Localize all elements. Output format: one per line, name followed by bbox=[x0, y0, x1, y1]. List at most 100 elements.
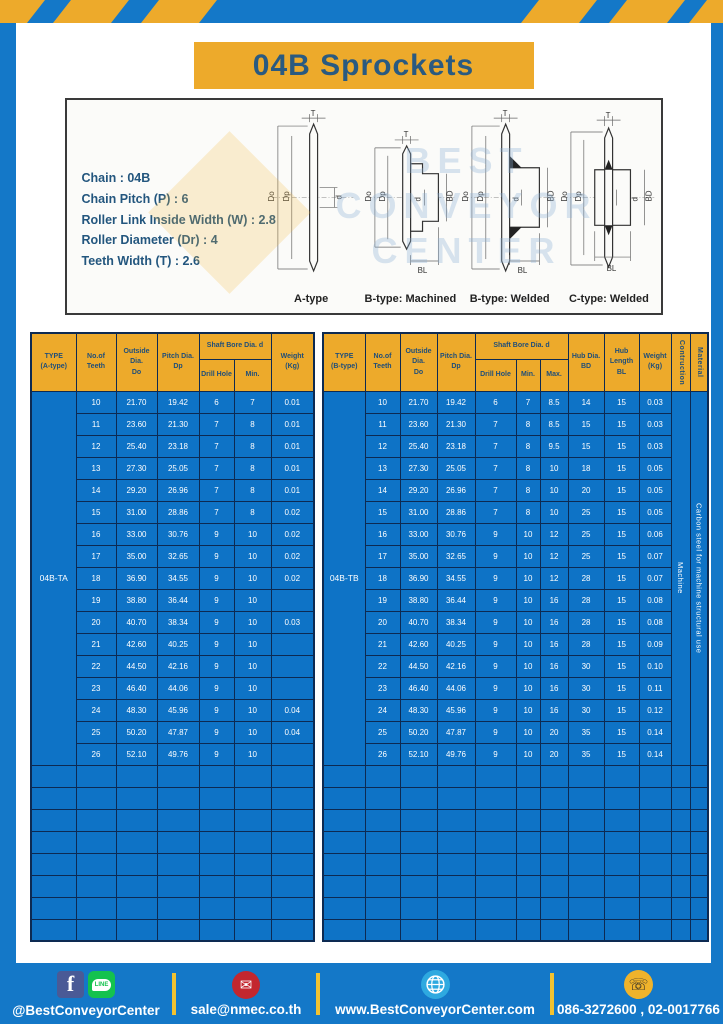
empty-cell bbox=[270, 874, 315, 898]
data-cell: 10 bbox=[233, 522, 272, 546]
data-cell: 38.80 bbox=[115, 588, 158, 612]
data-cell: 15 bbox=[603, 698, 640, 722]
data-cell: 25.40 bbox=[399, 434, 438, 458]
empty-cell bbox=[322, 874, 366, 898]
empty-cell bbox=[198, 874, 235, 898]
data-cell: 18 bbox=[364, 566, 401, 590]
stripe-decoration bbox=[609, 0, 685, 23]
data-cell: 32.65 bbox=[436, 544, 476, 568]
empty-cell bbox=[515, 786, 541, 810]
spec-tables: TYPE (A-type) No.of Teeth Outside Dia. D… bbox=[30, 332, 710, 942]
data-cell: 47.87 bbox=[436, 720, 476, 744]
empty-cell bbox=[75, 918, 117, 942]
empty-cell bbox=[322, 918, 366, 942]
sprocket-drawing-a: T Do Dp d bbox=[266, 109, 353, 273]
data-cell: 10 bbox=[233, 676, 272, 700]
mail-icon[interactable]: ✉ bbox=[232, 970, 260, 999]
empty-cell bbox=[30, 830, 77, 854]
empty-cell bbox=[670, 852, 691, 876]
empty-cell bbox=[115, 896, 158, 920]
col-header-drill-hole: Drill Hole bbox=[198, 358, 235, 392]
data-cell: 34.55 bbox=[156, 566, 200, 590]
data-cell: 10 bbox=[515, 544, 541, 568]
data-cell: 11 bbox=[364, 412, 401, 436]
empty-cell bbox=[233, 874, 272, 898]
data-cell: 7 bbox=[198, 500, 235, 524]
empty-cell bbox=[689, 896, 709, 920]
col-header-type: TYPE (B-type) bbox=[322, 332, 366, 392]
data-cell: 7 bbox=[474, 500, 517, 524]
empty-cell bbox=[115, 918, 158, 942]
data-cell: 30.76 bbox=[156, 522, 200, 546]
data-cell: 24 bbox=[364, 698, 401, 722]
footer-phone[interactable]: ☏ 086-3272600 , 02-0017766 bbox=[554, 970, 723, 1017]
footer-website[interactable]: www.BestConveyorCenter.com bbox=[320, 970, 550, 1017]
svg-text:T: T bbox=[503, 109, 508, 118]
data-cell: 48.30 bbox=[399, 698, 438, 722]
data-cell: 17 bbox=[75, 544, 117, 568]
svg-text:BD: BD bbox=[445, 190, 454, 201]
svg-text:Dp: Dp bbox=[281, 191, 290, 202]
empty-cell bbox=[603, 830, 640, 854]
empty-cell bbox=[474, 918, 517, 942]
globe-icon[interactable] bbox=[420, 970, 450, 999]
footer-email[interactable]: ✉ sale@nmec.co.th bbox=[176, 970, 316, 1017]
data-cell: 15 bbox=[603, 522, 640, 546]
empty-cell bbox=[436, 808, 476, 832]
data-cell: 49.76 bbox=[156, 742, 200, 766]
data-cell: 9 bbox=[474, 742, 517, 766]
data-cell: 12 bbox=[539, 566, 569, 590]
data-cell bbox=[270, 676, 315, 700]
data-cell: 14 bbox=[567, 390, 605, 414]
empty-cell bbox=[474, 764, 517, 788]
data-cell: 36.44 bbox=[156, 588, 200, 612]
data-cell: 23.18 bbox=[436, 434, 476, 458]
col-header-max: Max. bbox=[539, 358, 569, 392]
empty-cell bbox=[567, 830, 605, 854]
table-row: 13 27.30 25.05 7 8 10 18 15 0.05 bbox=[323, 456, 708, 480]
empty-cell bbox=[75, 764, 117, 788]
figure-caption: B-type: Machined bbox=[364, 293, 457, 305]
data-cell: 12 bbox=[539, 522, 569, 546]
data-cell: 23 bbox=[75, 676, 117, 700]
empty-cell bbox=[670, 830, 691, 854]
data-cell: 16 bbox=[539, 632, 569, 656]
empty-cell bbox=[364, 808, 401, 832]
data-cell: 7 bbox=[474, 478, 517, 502]
data-cell: 26.96 bbox=[156, 478, 200, 502]
sprocket-drawing-c-welded: T Do Dp d BD BL bbox=[560, 111, 655, 273]
data-cell: 8.5 bbox=[539, 390, 569, 414]
data-cell: 38.34 bbox=[436, 610, 476, 634]
data-cell: 40.70 bbox=[115, 610, 158, 634]
data-cell: 16 bbox=[539, 588, 569, 612]
table-row: 17 35.00 32.65 9 10 0.02 bbox=[31, 544, 315, 568]
empty-cell bbox=[75, 874, 117, 898]
facebook-icon[interactable]: f bbox=[57, 971, 84, 998]
empty-row bbox=[30, 852, 315, 876]
table-row: 25 50.20 47.87 9 10 0.04 bbox=[31, 720, 315, 744]
data-cell: 0.05 bbox=[638, 478, 672, 502]
empty-row bbox=[322, 786, 709, 810]
footer-social[interactable]: f LINE @BestConveyorCenter bbox=[0, 970, 172, 1018]
data-cell: 25 bbox=[567, 544, 605, 568]
phone-icon[interactable]: ☏ bbox=[624, 970, 653, 999]
stripe-decoration bbox=[0, 0, 45, 23]
data-cell: 44.06 bbox=[156, 676, 200, 700]
line-icon[interactable]: LINE bbox=[88, 971, 115, 998]
empty-cell bbox=[322, 808, 366, 832]
empty-cell bbox=[364, 830, 401, 854]
empty-cell bbox=[474, 830, 517, 854]
empty-cell bbox=[156, 896, 200, 920]
empty-cell bbox=[638, 918, 672, 942]
data-cell: 40.70 bbox=[399, 610, 438, 634]
empty-cell bbox=[689, 808, 709, 832]
data-cell: 15 bbox=[603, 544, 640, 568]
data-cell: 26.96 bbox=[436, 478, 476, 502]
data-cell: 8 bbox=[515, 412, 541, 436]
data-cell: 15 bbox=[603, 742, 640, 766]
empty-cell bbox=[198, 896, 235, 920]
stripe-decoration bbox=[689, 0, 723, 23]
col-header-outside-dia: Outside Dia. Do bbox=[115, 332, 158, 392]
empty-cell bbox=[198, 808, 235, 832]
data-cell bbox=[270, 632, 315, 656]
